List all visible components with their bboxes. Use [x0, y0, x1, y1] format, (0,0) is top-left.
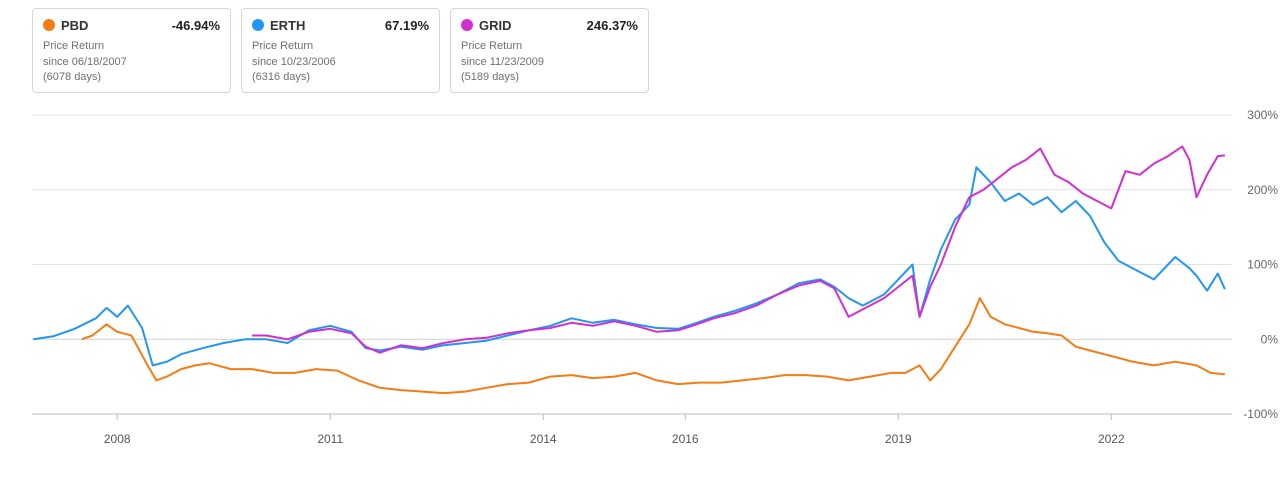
card-ticker: ERTH: [270, 17, 306, 33]
card-days: (6316 days): [252, 71, 311, 83]
x-tick-label: 2019: [885, 432, 912, 446]
x-tick-label: 2022: [1098, 432, 1125, 446]
legend-cards: PBD -46.94% Price Return since 06/18/200…: [32, 8, 649, 93]
y-axis-ticks: 300% 200% 100% 0% -100%: [1243, 108, 1278, 421]
card-since: since 10/23/2006: [252, 56, 336, 68]
card-return: -46.94%: [171, 17, 220, 33]
series-lines: [33, 145, 1226, 395]
card-since: since 11/23/2009: [461, 56, 544, 68]
y-tick-label: 100%: [1247, 258, 1278, 272]
erth-dot-icon: [252, 19, 264, 31]
pbd-dot-icon: [43, 19, 55, 31]
card-label: Price Return: [461, 40, 523, 52]
card-days: (5189 days): [461, 71, 520, 83]
legend-card-pbd[interactable]: PBD -46.94% Price Return since 06/18/200…: [32, 8, 231, 93]
card-return: 246.37%: [586, 17, 638, 33]
x-axis-ticks: 2008 2011 2014 2016 2019 2022: [104, 414, 1125, 446]
card-ticker: PBD: [61, 17, 89, 33]
x-tick-label: 2016: [672, 432, 699, 446]
card-since: since 06/18/2007: [43, 56, 127, 68]
x-tick-label: 2011: [317, 432, 343, 446]
card-return: 67.19%: [384, 17, 429, 33]
card-label: Price Return: [43, 40, 105, 52]
gridlines: [32, 114, 1232, 415]
card-label: Price Return: [252, 40, 314, 52]
legend-card-grid[interactable]: GRID 246.37% Price Return since 11/23/20…: [450, 8, 649, 93]
series-line-grid: [252, 145, 1225, 354]
legend-card-erth[interactable]: ERTH 67.19% Price Return since 10/23/200…: [241, 8, 440, 93]
y-tick-label: 300%: [1247, 108, 1278, 122]
y-tick-label: 0%: [1261, 332, 1279, 346]
series-line-pbd: [81, 297, 1226, 395]
x-tick-label: 2008: [104, 432, 131, 446]
x-tick-label: 2014: [530, 432, 557, 446]
series-line-erth: [33, 166, 1226, 367]
y-tick-label: 200%: [1247, 183, 1278, 197]
card-days: (6078 days): [43, 71, 102, 83]
grid-dot-icon: [461, 19, 473, 31]
card-ticker: GRID: [479, 17, 512, 33]
y-tick-label: -100%: [1243, 407, 1278, 421]
